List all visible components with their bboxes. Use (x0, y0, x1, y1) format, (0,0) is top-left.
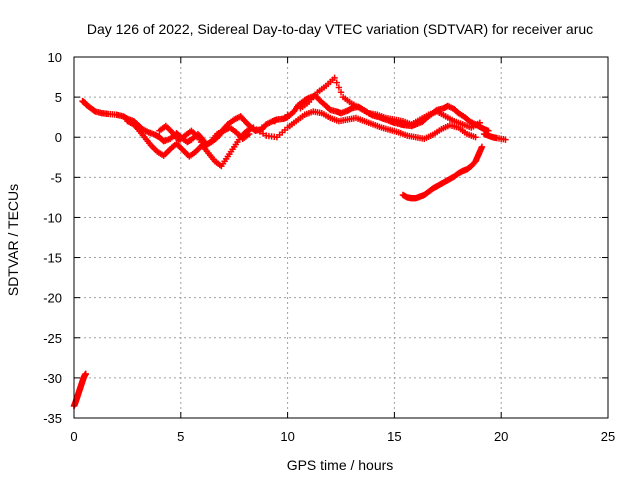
x-tick-label: 0 (70, 429, 77, 444)
x-axis-label: GPS time / hours (287, 457, 394, 473)
data-point-main-track-b (472, 134, 479, 141)
data-point-main-track-c (245, 130, 253, 138)
data-point-main-track-c (284, 111, 291, 118)
data-point-main-track-b (133, 124, 141, 132)
data-point-lower-arc (478, 143, 486, 151)
data-point-main-track-b (253, 126, 260, 133)
plot-frame (73, 56, 609, 419)
y-tick-label: 0 (55, 130, 62, 145)
data-point-early-negative (82, 370, 89, 378)
y-axis-label: SDTVAR / TECUs (5, 184, 21, 296)
y-tick-label: 10 (48, 50, 62, 65)
data-point-main-track-c (337, 89, 345, 96)
x-tick-label: 20 (494, 429, 508, 444)
y-tick-label: -20 (43, 291, 62, 306)
x-tick-label: 10 (280, 429, 294, 444)
data-point-tail (502, 136, 509, 143)
data-points (70, 74, 509, 410)
x-tick-label: 25 (601, 429, 615, 444)
data-point-main-track-c (331, 74, 338, 82)
y-tick-label: 5 (55, 90, 62, 105)
data-point-main-track-c (333, 79, 340, 86)
data-point-main-track-c (258, 124, 266, 131)
y-tick-label: -35 (43, 411, 62, 426)
y-tick-label: -30 (43, 371, 62, 386)
data-point-main-track-c (271, 117, 278, 125)
y-tick-label: -5 (50, 170, 62, 185)
x-tick-label: 5 (177, 429, 184, 444)
x-tick-label: 15 (387, 429, 401, 444)
data-point-main-track-c (476, 119, 484, 126)
data-point-main-track-c (335, 84, 343, 91)
axis-ticks: 0 5 10 15 20 25 10 5 0 -5 -10 -15 -20 -25 -30 -35 (43, 50, 615, 444)
data-point-main-track-b (259, 130, 267, 137)
data-point-main-track-b (256, 128, 264, 135)
chart-title: Day 126 of 2022, Sidereal Day-to-day VTE… (87, 21, 593, 37)
data-point-main-track-b (250, 124, 257, 131)
y-tick-label: -25 (43, 331, 62, 346)
y-tick-label: -15 (43, 251, 62, 266)
y-tick-label: -10 (43, 210, 62, 225)
